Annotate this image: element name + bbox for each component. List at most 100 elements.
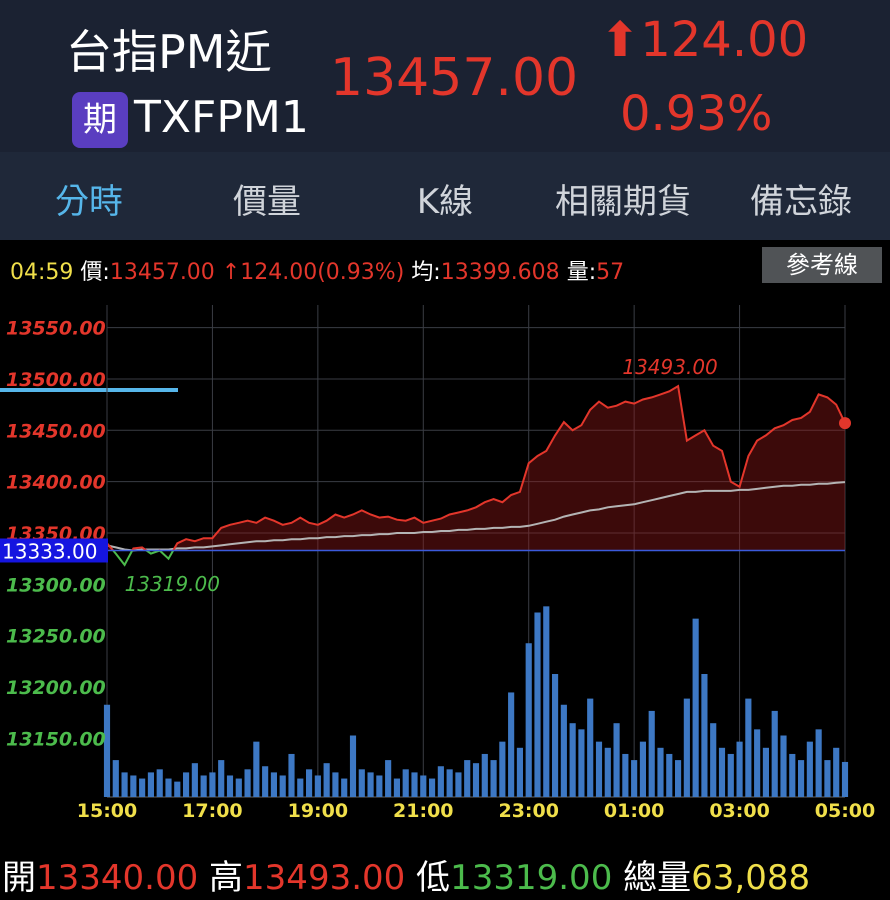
volume-bar [420,775,427,797]
footer-value: 13493.00 [243,858,406,898]
volume-bar [499,741,506,797]
footer-value: 13340.00 [36,858,199,898]
volume-bar [481,753,488,797]
volume-bar [525,643,532,797]
volume-bar [762,747,770,797]
price-line [106,384,846,551]
volume-bar [103,704,111,797]
status-avg: 13399.608 [440,260,560,285]
volume-bar [666,753,673,797]
volume-bar [587,698,594,797]
volume-bar [358,769,365,797]
volume-bar [534,612,541,797]
volume-bar [543,606,550,797]
header: 台指PM近 期 TXFPM1 13457.00 ⬆124.00 0.93% [0,0,890,152]
volume-bar [639,741,647,797]
volume-bar [244,769,251,797]
volume-bar [174,781,181,797]
tab[interactable]: 價量 [233,182,301,222]
volume-bar [270,772,278,797]
volume-bar [806,741,813,797]
volume-bar [253,741,260,797]
status-price: 13457.00 [109,260,215,285]
volume-bar [833,747,840,797]
status-time: 04:59 [10,260,74,285]
tab[interactable]: K線 [416,182,474,222]
status-price-label: 價: [80,260,110,285]
tab[interactable]: 相關期貨 [555,182,691,222]
volume-bar [657,747,664,797]
price-area [107,386,845,551]
reference-label-bg [0,538,108,563]
volume-bar [464,760,471,797]
volume-bar [139,778,146,797]
reference-button[interactable]: 參考線 [762,247,882,283]
volume-bar [367,772,374,797]
volume-bar [209,772,216,797]
code: TXFPM1 [134,92,309,143]
volume-bar [569,723,576,797]
volume-bar [297,778,304,797]
volume-bar [385,760,392,797]
volume-bar [701,674,708,797]
tab[interactable]: 分時 [55,182,123,222]
reference-label: 13333.00 [2,539,97,563]
volume-bar [182,772,190,797]
volume-bar [393,778,401,797]
average-line [106,481,846,552]
volume-bar [305,769,313,797]
volume-bar [332,772,339,797]
volume-bar [314,775,321,797]
volume-bar [226,775,234,797]
volume-bar [218,760,225,797]
volume-bar [428,778,436,797]
volume-bar [736,741,743,797]
footer-label: 開 [2,858,36,898]
y-tick-label: 13400.00 [6,472,106,494]
y-tick-label: 13150.00 [6,728,106,750]
change-pct: 0.93% [620,86,773,142]
badge: 期 [72,92,128,148]
status-vol: 57 [596,260,625,285]
volume-bar [147,772,155,797]
status-vol-label: 量: [566,260,597,285]
volume-bar [683,698,690,797]
footer: 開13340.00 高13493.00 低13319.00 總量63,088 [2,850,810,899]
volume-bar [121,772,128,797]
volume-bar [578,729,585,797]
volume-bar [437,766,444,797]
volume-bar [446,769,453,797]
volume-bar [323,763,330,797]
volume-bar [604,747,611,797]
volume-bar [780,735,787,797]
volume-bar [815,729,822,797]
volume-bar [674,760,682,797]
volume-bar [622,753,629,797]
volume-bar [262,766,269,797]
tab[interactable]: 備忘錄 [750,182,852,222]
volume-bar [200,775,207,797]
volume-bar [718,747,726,797]
volume-bar [411,772,418,797]
volume-bar [279,775,286,797]
volume-bar [824,760,831,797]
volume-bar [771,710,778,797]
volume-bar [560,704,567,797]
volume-bar [745,698,752,797]
volume-bar [402,769,409,797]
volume-bar [789,753,796,797]
chart: 15:00 17:00 19:00 21:00 23:00 01:00 03:00 05:00… [0,305,875,822]
price: 13457.00 [330,48,579,108]
y-tick-label: 13200.00 [6,677,106,699]
change: ⬆124.00 [600,12,809,68]
volume-bar [455,772,462,797]
volume-bar [130,775,137,797]
x-tick-label: 15:00 [77,800,137,822]
x-tick-label: 03:00 [709,800,769,822]
x-tick-label: 23:00 [498,800,558,822]
last-point [839,417,851,430]
volume-bar [112,760,119,797]
y-tick-label: 13450.00 [6,420,106,442]
volume-bar [797,760,805,797]
